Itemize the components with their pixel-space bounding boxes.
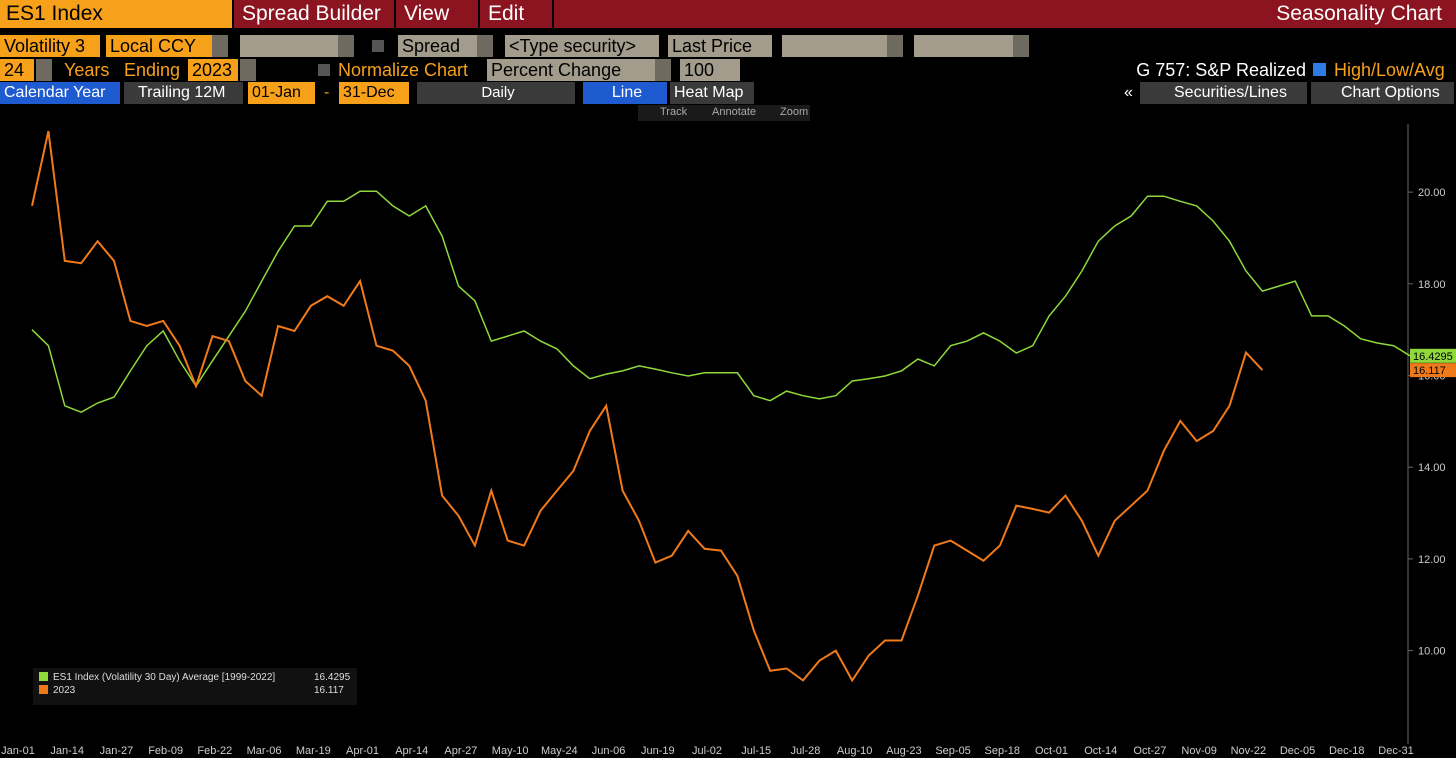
menu-item[interactable]: Spread Builder bbox=[236, 0, 396, 28]
dropdown-arrow[interactable] bbox=[477, 35, 493, 57]
x-tick-label: Oct-14 bbox=[1084, 745, 1117, 757]
x-tick-label: Dec-31 bbox=[1378, 745, 1413, 757]
series-line bbox=[31, 130, 1264, 683]
x-tick-label: Jun-06 bbox=[592, 745, 626, 757]
spinner[interactable] bbox=[240, 59, 256, 81]
x-tick-label: Apr-27 bbox=[444, 745, 477, 757]
dropdown-arrow[interactable] bbox=[212, 35, 228, 57]
collapse-button[interactable]: « bbox=[1124, 84, 1133, 101]
last-value-label: 16.117 bbox=[1413, 365, 1446, 377]
dropdown-arrow[interactable] bbox=[887, 35, 903, 57]
chart-options-button[interactable]: Chart Options bbox=[1311, 82, 1454, 104]
series-line bbox=[31, 190, 1411, 414]
high-low-avg-label: High/Low/Avg bbox=[1334, 60, 1445, 80]
heat-map-button[interactable]: Heat Map bbox=[670, 82, 754, 104]
x-tick-label: Jul-15 bbox=[741, 745, 771, 757]
x-tick-label: Mar-19 bbox=[296, 745, 331, 757]
y-tick-label: 18.00 bbox=[1418, 279, 1446, 291]
x-tick-label: Dec-18 bbox=[1329, 745, 1364, 757]
mode-select[interactable]: Percent Change bbox=[487, 59, 655, 81]
y-tick-label: 20.00 bbox=[1418, 187, 1446, 199]
x-tick-label: Sep-18 bbox=[985, 745, 1020, 757]
x-tick-label: Jan-14 bbox=[50, 745, 84, 757]
checkbox[interactable] bbox=[318, 64, 330, 76]
description: G 757: S&P Realized bbox=[1136, 60, 1306, 80]
screen-title: Seasonality Chart bbox=[1276, 2, 1442, 25]
x-tick-label: Dec-05 bbox=[1280, 745, 1315, 757]
price-select[interactable]: Last Price bbox=[668, 35, 772, 57]
security-box[interactable]: ES1 Index bbox=[0, 0, 232, 28]
trailing-button[interactable]: Trailing 12M bbox=[124, 82, 243, 104]
dropdown-arrow[interactable] bbox=[655, 59, 671, 81]
legend-label: ES1 Index (Volatility 30 Day) Average [1… bbox=[53, 672, 275, 683]
legend-swatch bbox=[39, 672, 48, 681]
zoom-tool[interactable]: Zoom bbox=[780, 106, 809, 118]
x-tick-label: Jul-02 bbox=[692, 745, 722, 757]
spinner[interactable] bbox=[36, 59, 52, 81]
checkbox[interactable] bbox=[372, 40, 384, 52]
dropdown-arrow[interactable] bbox=[1013, 35, 1029, 57]
frequency-select[interactable]: Daily bbox=[417, 82, 575, 104]
securities-button[interactable]: Securities/Lines bbox=[1140, 82, 1307, 104]
end-year-input[interactable]: 2023 bbox=[188, 59, 238, 81]
x-tick-label: Apr-01 bbox=[346, 745, 379, 757]
normalize-label: Normalize Chart bbox=[338, 60, 469, 80]
checkbox-checked[interactable] bbox=[1313, 63, 1326, 76]
y-tick-label: 10.00 bbox=[1418, 646, 1446, 658]
security-input[interactable]: <Type security> bbox=[505, 35, 659, 57]
legend-swatch bbox=[39, 685, 48, 694]
last-value-label: 16.4295 bbox=[1413, 351, 1453, 363]
currency-select[interactable]: Local CCY bbox=[106, 35, 212, 57]
calendar-year-button[interactable]: Calendar Year bbox=[0, 82, 120, 104]
date-dash: - bbox=[324, 84, 330, 101]
x-tick-label: Feb-22 bbox=[197, 745, 232, 757]
x-tick-label: Jan-01 bbox=[1, 745, 35, 757]
x-tick-label: Aug-23 bbox=[886, 745, 921, 757]
track-tool[interactable]: Track bbox=[660, 106, 688, 118]
y-tick-label: 14.00 bbox=[1418, 462, 1446, 474]
x-tick-label: Aug-10 bbox=[837, 745, 872, 757]
end-date[interactable]: 31-Dec bbox=[339, 82, 409, 104]
x-tick-label: Jan-27 bbox=[100, 745, 134, 757]
legend-value: 16.117 bbox=[314, 685, 344, 696]
y-tick-label: 12.00 bbox=[1418, 554, 1446, 566]
blank-select[interactable] bbox=[782, 35, 887, 57]
blank-select[interactable] bbox=[240, 35, 338, 57]
x-tick-label: Jun-19 bbox=[641, 745, 675, 757]
chart: 10.0012.0014.0016.0018.0020.00Jan-01Jan-… bbox=[1, 124, 1456, 757]
x-tick-label: Sep-05 bbox=[935, 745, 970, 757]
legend-value: 16.4295 bbox=[314, 672, 351, 683]
line-button[interactable]: Line bbox=[583, 82, 667, 104]
ending-label: Ending bbox=[124, 60, 181, 80]
legend-box bbox=[33, 668, 357, 705]
last-value-box bbox=[1410, 363, 1456, 378]
field-select[interactable]: Volatility 3 bbox=[0, 35, 100, 57]
x-tick-label: Nov-22 bbox=[1231, 745, 1266, 757]
last-value-box bbox=[1410, 348, 1456, 363]
x-tick-label: Mar-06 bbox=[247, 745, 282, 757]
menu-item[interactable]: View bbox=[398, 0, 480, 28]
base-input[interactable]: 100 bbox=[680, 59, 740, 81]
years-label: Years bbox=[64, 60, 110, 80]
x-tick-label: Apr-14 bbox=[395, 745, 428, 757]
years-input[interactable]: 24 bbox=[0, 59, 34, 81]
chart-toolbar bbox=[638, 105, 810, 121]
spread-select[interactable]: Spread bbox=[398, 35, 477, 57]
menu-item[interactable]: Edit bbox=[482, 0, 554, 28]
x-tick-label: Jul-28 bbox=[790, 745, 820, 757]
x-tick-label: Oct-27 bbox=[1133, 745, 1166, 757]
blank-select[interactable] bbox=[914, 35, 1013, 57]
x-tick-label: May-10 bbox=[492, 745, 529, 757]
legend-label: 2023 bbox=[53, 685, 76, 696]
x-tick-label: Nov-09 bbox=[1181, 745, 1216, 757]
x-tick-label: Oct-01 bbox=[1035, 745, 1068, 757]
annotate-tool[interactable]: Annotate bbox=[712, 106, 757, 118]
start-date[interactable]: 01-Jan bbox=[248, 82, 315, 104]
x-tick-label: Feb-09 bbox=[148, 745, 183, 757]
x-tick-label: May-24 bbox=[541, 745, 578, 757]
dropdown-arrow[interactable] bbox=[338, 35, 354, 57]
